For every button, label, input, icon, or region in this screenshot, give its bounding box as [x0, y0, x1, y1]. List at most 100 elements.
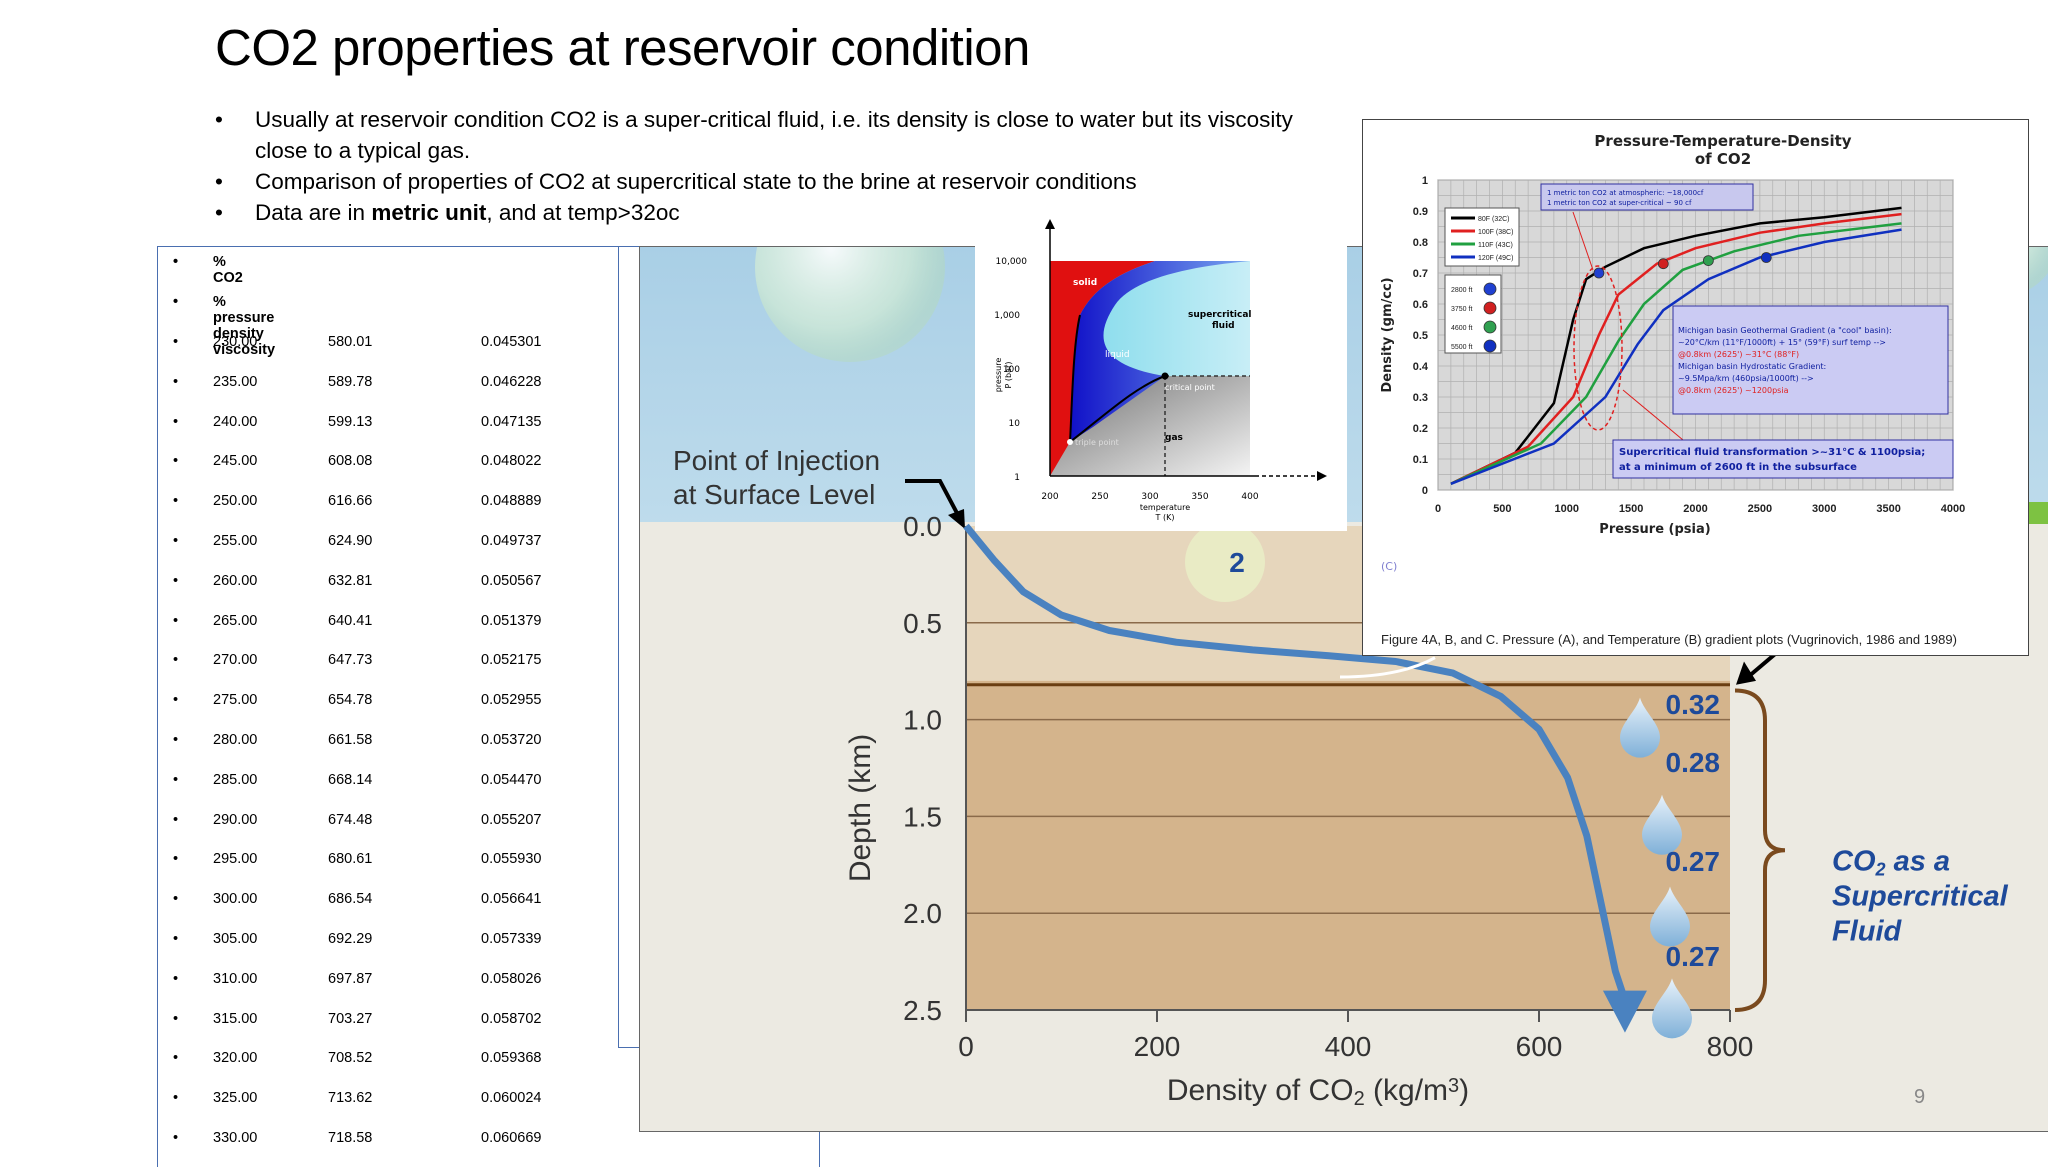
- density-cell: 647.73: [328, 652, 373, 669]
- co2-droplet: [1620, 697, 1660, 758]
- table-bullet: •: [173, 533, 179, 549]
- ellipse-pointer: [1572, 211, 1594, 271]
- critical-point-label: critical point: [1165, 383, 1215, 392]
- pressure-cell: 310.00: [213, 970, 258, 987]
- ptd-legend-items: 80F (32C) 100F (38C) 110F (43C) 120F (49C): [1451, 216, 1513, 262]
- ptd-sc-box: [1612, 439, 1954, 479]
- supercritical-callout-line-1: CO2 as a: [1832, 846, 1950, 880]
- viscosity-cell: 0.054470: [481, 771, 542, 788]
- ptd-y-tick: 0.1: [1413, 454, 1428, 466]
- table-bullet: •: [173, 1090, 179, 1107]
- viscosity-cell: 0.046228: [481, 373, 542, 390]
- inset-pointer-line: [1339, 656, 1436, 679]
- density-cell: 589.78: [328, 373, 373, 390]
- melting-curve: [1069, 314, 1081, 443]
- ptd-x-tick: 1500: [1619, 503, 1643, 515]
- ptd-depth-legend-dot: [1483, 320, 1497, 334]
- table-bullet: •: [173, 931, 179, 947]
- liquid-label: liquid: [1105, 350, 1130, 360]
- pressure-cell: 235.00: [213, 373, 258, 390]
- density-cell: 680.61: [328, 851, 373, 868]
- table-bullet: •: [173, 1050, 179, 1067]
- table-bullet: •: [173, 771, 179, 788]
- viscosity-cell: 0.058702: [481, 1010, 542, 1027]
- density-cell: 674.48: [328, 811, 373, 828]
- table-bullet: •: [173, 1010, 179, 1027]
- triple-point-marker: [1067, 439, 1073, 445]
- ptd-x-tick: 1000: [1555, 503, 1579, 515]
- table-bullet: •: [173, 254, 179, 270]
- pressure-cell: 325.00: [213, 1090, 258, 1107]
- density-cell: 632.81: [328, 572, 373, 589]
- viscosity-cell: 0.045301: [481, 334, 542, 350]
- ptd-x-tick: 4000: [1941, 503, 1965, 515]
- phase-y-label: pressure: [994, 358, 1003, 393]
- phase-diagram-inset: solid liquid supercritical fluid gas cri…: [975, 215, 1347, 531]
- x-axis-label-part: 2: [1354, 1088, 1365, 1110]
- ptd-sc-2: at a minimum of 2600 ft in the subsurfac…: [1619, 462, 1857, 473]
- pressure-temperature-density-inset: Pressure-Temperature-Density of CO2 1 0.9…: [1362, 119, 2029, 656]
- ptd-x-tick: 0: [1435, 503, 1441, 515]
- ptd-x-tick: 500: [1493, 503, 1511, 515]
- injection-label: at Surface Level: [673, 479, 875, 510]
- fluid-label: fluid: [1212, 321, 1235, 331]
- callout-part: as a: [1886, 846, 1951, 878]
- density-cell: 661.58: [328, 732, 373, 748]
- pressure-cell: 230.00: [213, 334, 258, 350]
- ptd-series-line: [1450, 228, 1902, 485]
- ptd-x-label: Pressure (psia): [1599, 522, 1710, 537]
- x-tick-label: 0: [958, 1031, 974, 1062]
- phase-y-arrow: [1045, 219, 1055, 229]
- pressure-cell: 275.00: [213, 692, 258, 709]
- page-number: 9: [1914, 1086, 1926, 1108]
- slide-title: CO2 properties at reservoir condition: [215, 19, 1030, 76]
- droplet-value-label: 0.27: [1666, 846, 1721, 877]
- droplet-value-label: 0.32: [1666, 689, 1721, 720]
- table-bullet: •: [173, 891, 179, 908]
- injection-arrow: [905, 479, 960, 516]
- ptd-y-tick: 0.9: [1413, 206, 1428, 218]
- phase-x-tick: 300: [1141, 492, 1158, 502]
- phase-y-tick: 1,000: [994, 311, 1020, 321]
- bubble-decoration: [1185, 522, 1265, 602]
- ellipse-pointer: [1622, 389, 1684, 441]
- table-bullet: •: [173, 811, 179, 828]
- ptd-note-1: 1 metric ton CO2 at atmospheric: ~18,000…: [1547, 189, 1704, 197]
- phase-diagram: solid liquid supercritical fluid gas cri…: [994, 219, 1327, 522]
- ptd-depth-marker: [1593, 267, 1605, 279]
- phase-x-label: T (K): [1155, 513, 1175, 522]
- x-axis-label-part: (kg/m: [1365, 1074, 1448, 1107]
- pressure-temperature-density-chart: Pressure-Temperature-Density of CO2 1 0.9…: [1380, 132, 1966, 647]
- viscosity-cell: 0.047135: [481, 413, 542, 430]
- ptd-info-6: @0.8km (2625') ~1200psia: [1678, 386, 1789, 395]
- pressure-cell: 305.00: [213, 931, 258, 947]
- droplet-value-label: 0.28: [1666, 747, 1721, 778]
- ptd-y-tick: 0.2: [1413, 423, 1428, 435]
- liquid-region: [1070, 261, 1250, 442]
- ptd-axes: 1 0.9 0.8 0.7 0.6 0.5 0.4 0.3 0.2 0.1 00 500 1000 150…: [1413, 175, 1966, 515]
- ptd-y-tick: 0.3: [1413, 392, 1428, 404]
- density-cell: 640.41: [328, 612, 373, 629]
- droplet-value-label: 0.27: [1666, 941, 1721, 972]
- ptd-legend-label: 110F (43C): [1478, 242, 1513, 249]
- ptd-x-tick: 2000: [1683, 503, 1707, 515]
- boiling-curve: [1069, 375, 1166, 443]
- pressure-cell: 290.00: [213, 811, 258, 828]
- density-cell: 708.52: [328, 1050, 373, 1067]
- x-tick-label: 200: [1134, 1031, 1181, 1062]
- x-axis-label-part: 3: [1448, 1075, 1459, 1097]
- phase-y-tick: 10: [1009, 419, 1021, 429]
- ptd-x-tick: 2500: [1748, 503, 1772, 515]
- ptd-legend-label: 120F (49C): [1478, 255, 1513, 262]
- density-cell: 608.08: [328, 453, 373, 470]
- bullet-item: Usually at reservoir condition CO2 is a …: [215, 104, 1345, 166]
- phase-x-tick: 250: [1091, 492, 1108, 502]
- viscosity-cell: 0.057339: [481, 931, 542, 947]
- ptd-title: Pressure-Temperature-Density: [1594, 132, 1851, 150]
- pressure-cell: 260.00: [213, 572, 258, 589]
- table-bullet: •: [173, 970, 179, 987]
- y-tick-label: 2.0: [903, 898, 942, 929]
- pressure-cell: 295.00: [213, 851, 258, 868]
- table-bullet: •: [173, 732, 179, 748]
- table-bullet: •: [173, 413, 179, 430]
